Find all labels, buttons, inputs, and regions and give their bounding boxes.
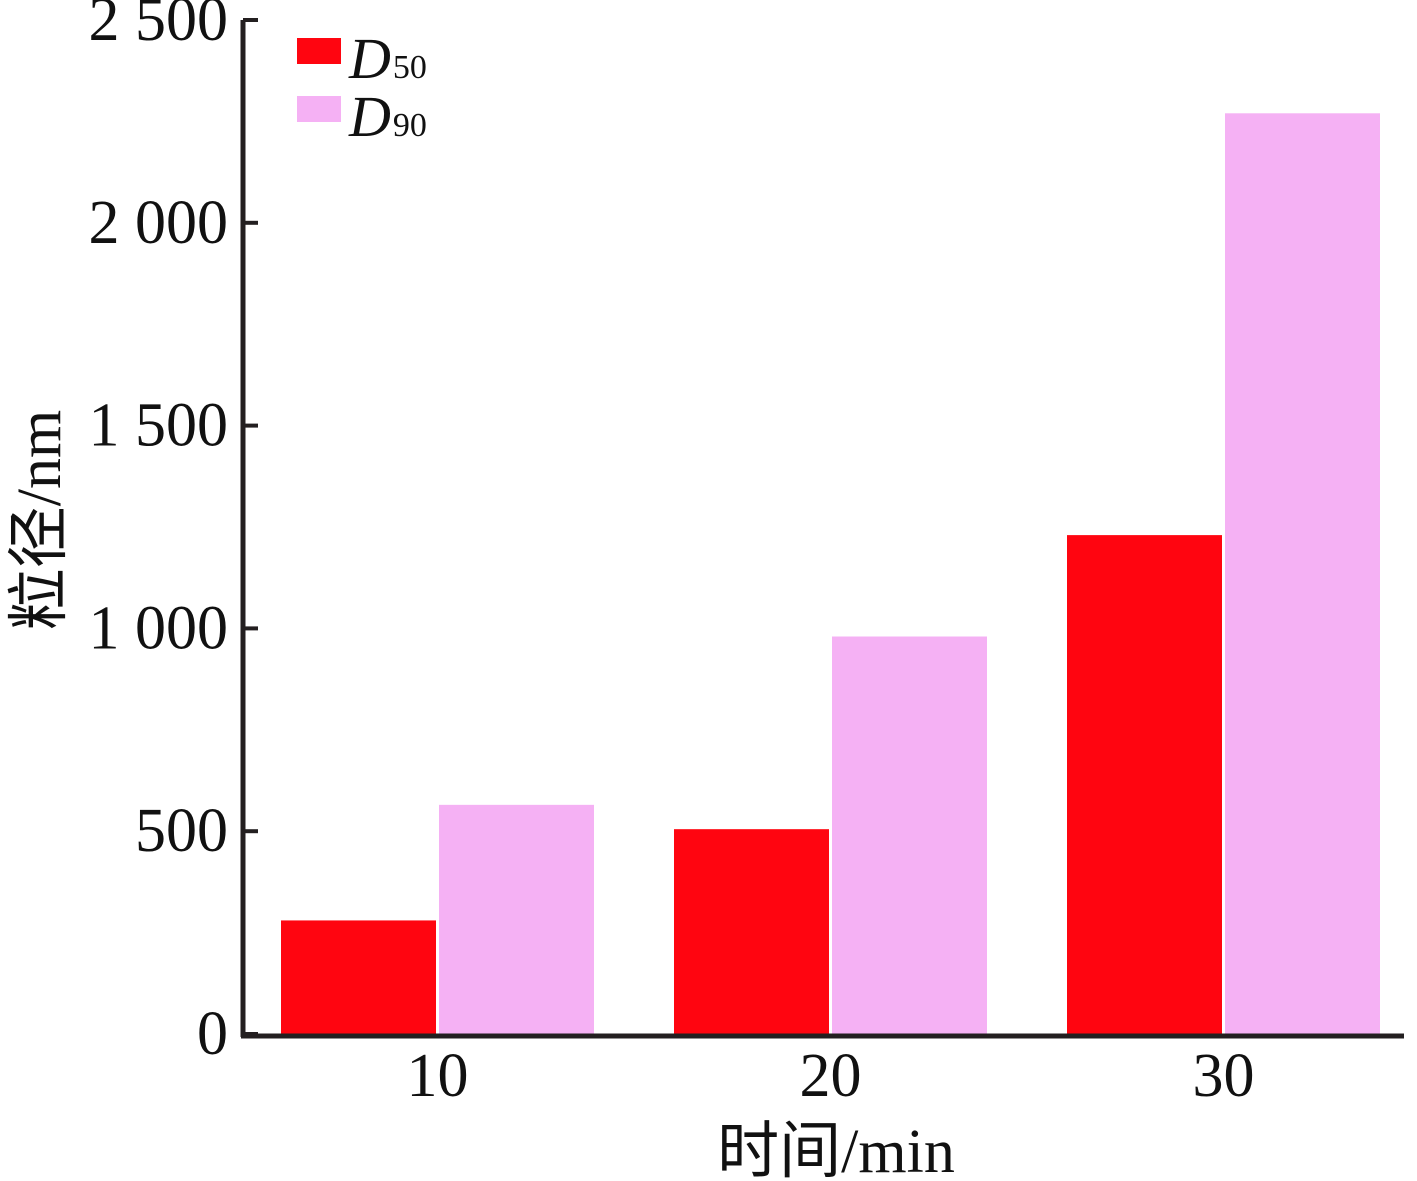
y-axis-title: 粒径/nm: [6, 410, 74, 630]
bar-D90-10: [439, 804, 594, 1034]
y-ticks-layer: 0 500 1 000 1 500 2 000 2 500: [89, 0, 258, 1068]
x-axis-title: 时间/min: [717, 1118, 955, 1181]
legend-label-D90: D90: [348, 84, 427, 149]
x-tick-label: 30: [1193, 1042, 1255, 1110]
y-tick-label: 500: [135, 797, 228, 865]
bar-D50-20: [674, 829, 829, 1034]
x-ticks-layer: 10 20 30: [407, 1042, 1255, 1110]
bar-D50-30: [1067, 535, 1222, 1034]
x-tick-label: 10: [407, 1042, 469, 1110]
bar-D90-30: [1225, 113, 1380, 1034]
bar-D90-20: [832, 636, 987, 1034]
y-tick-label: 2 000: [89, 189, 229, 257]
legend-label-D50: D50: [348, 26, 427, 91]
axes-layer: [240, 20, 1404, 1039]
bar-D50-10: [281, 920, 436, 1034]
bars-layer: [281, 113, 1380, 1034]
legend-swatch-D50: [297, 38, 341, 64]
y-tick-label: 0: [197, 1000, 228, 1068]
y-tick-label: 1 000: [89, 594, 229, 662]
legend-swatch-D90: [297, 96, 341, 122]
x-tick-label: 20: [800, 1042, 862, 1110]
y-tick-label: 1 500: [89, 392, 229, 460]
y-tick-label: 2 500: [89, 0, 229, 54]
